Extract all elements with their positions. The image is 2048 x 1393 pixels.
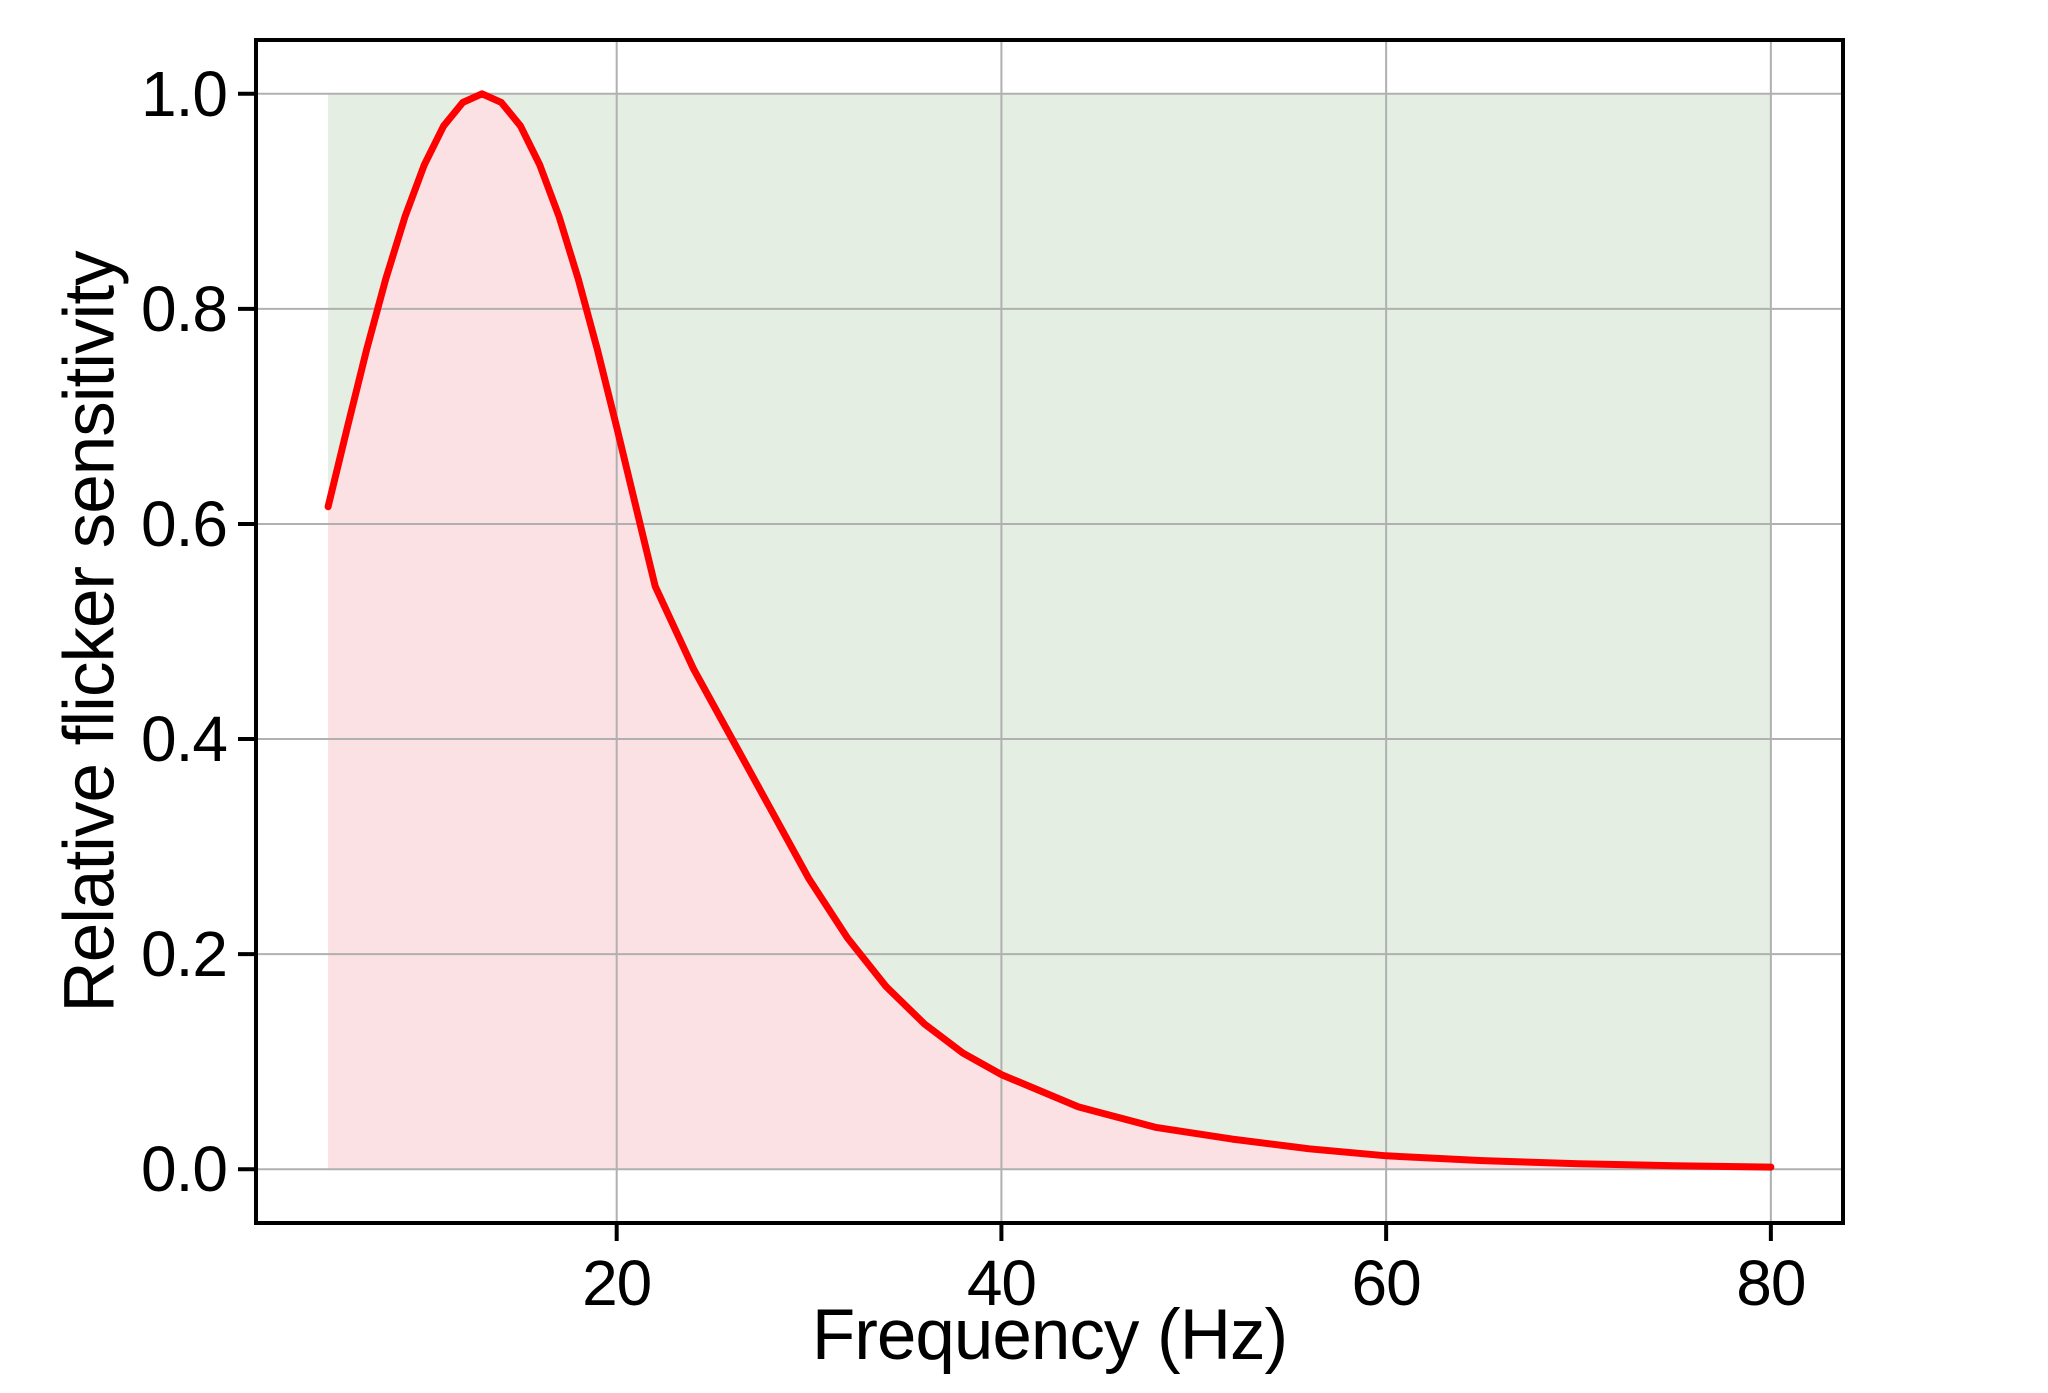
y-tick-label-0.2: 0.2 <box>141 918 228 991</box>
fill-above-curve <box>328 93 1771 1168</box>
x-axis-label: Frequency (Hz) <box>811 1296 1288 1375</box>
y-tick-label-0.0: 0.0 <box>141 1133 228 1206</box>
y-tick-label-0.4: 0.4 <box>141 703 228 776</box>
x-tick-label-60: 60 <box>1351 1247 1422 1319</box>
x-tick-label-80: 80 <box>1736 1247 1806 1319</box>
sensitivity-curve <box>324 90 1775 1171</box>
y-tick-label-0.8: 0.8 <box>141 272 228 345</box>
y-tick-label-0.6: 0.6 <box>141 487 228 560</box>
x-tick-label-20: 20 <box>582 1247 652 1319</box>
y-axis-label: Relative flicker sensitivity <box>50 250 130 1013</box>
axes-spines <box>254 38 1845 1225</box>
x-tick-label-40: 40 <box>966 1247 1037 1319</box>
fill-below-curve <box>328 93 1771 1170</box>
y-tick-label-1.0: 1.0 <box>141 57 228 130</box>
